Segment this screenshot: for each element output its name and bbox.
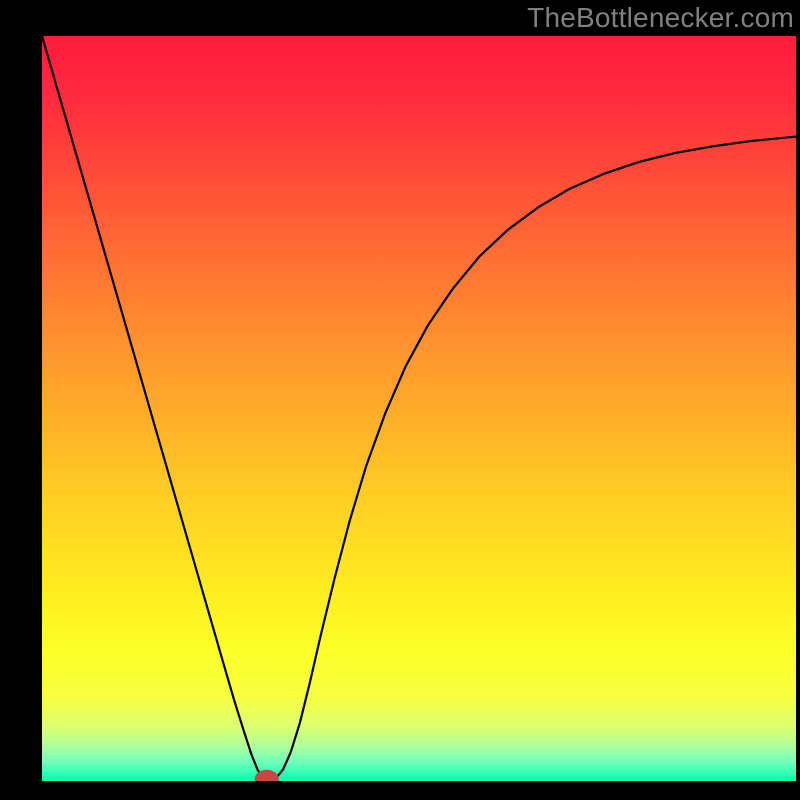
plot-area: [42, 36, 796, 781]
chart-root: TheBottlenecker.com: [0, 0, 800, 800]
watermark-text: TheBottlenecker.com: [527, 2, 794, 34]
